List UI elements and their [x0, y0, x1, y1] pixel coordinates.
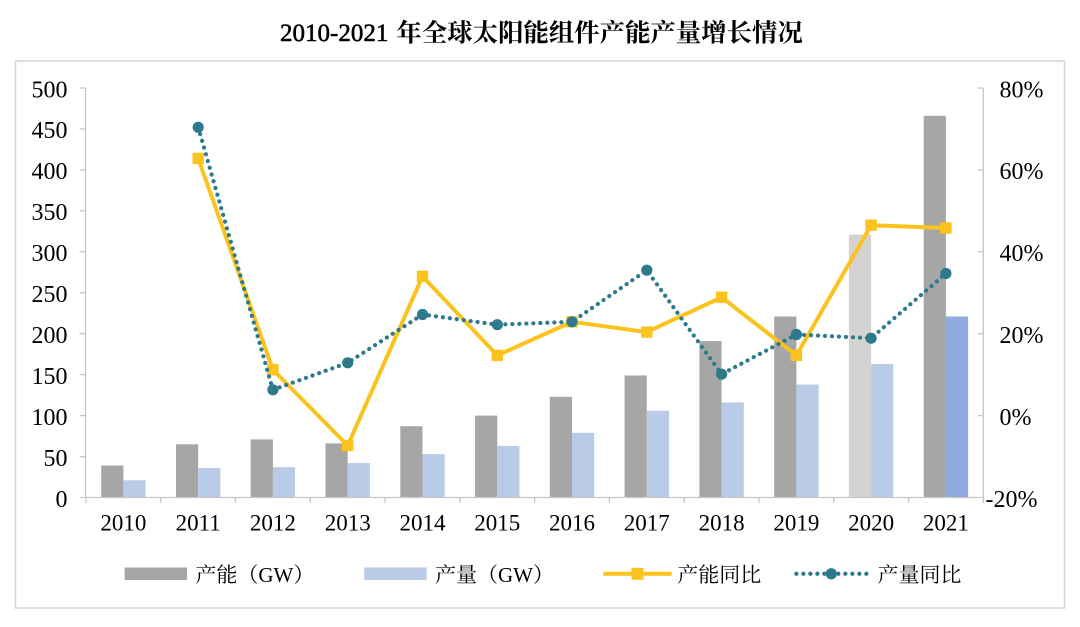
- svg-text:150: 150: [32, 364, 68, 390]
- svg-text:250: 250: [32, 282, 68, 308]
- svg-text:50: 50: [44, 446, 68, 472]
- svg-text:2021: 2021: [923, 511, 969, 536]
- svg-text:20%: 20%: [1000, 323, 1044, 349]
- svg-text:300: 300: [32, 241, 68, 267]
- svg-text:2020: 2020: [848, 511, 894, 536]
- svg-text:2015: 2015: [474, 511, 520, 536]
- svg-text:350: 350: [32, 200, 68, 226]
- svg-text:200: 200: [32, 323, 68, 349]
- svg-text:2012: 2012: [250, 511, 296, 536]
- svg-text:0: 0: [56, 487, 68, 513]
- svg-text:2011: 2011: [176, 511, 221, 536]
- svg-text:40%: 40%: [1000, 241, 1044, 267]
- svg-text:2018: 2018: [699, 511, 745, 536]
- svg-text:GW: GW: [498, 563, 533, 587]
- svg-text:2016: 2016: [549, 511, 595, 536]
- svg-text:GW: GW: [258, 563, 293, 587]
- svg-text:100: 100: [32, 405, 68, 431]
- svg-text:60%: 60%: [1000, 159, 1044, 185]
- svg-text:0%: 0%: [1000, 405, 1032, 431]
- svg-text:2017: 2017: [624, 511, 670, 536]
- svg-text:2010-2021: 2010-2021: [280, 20, 388, 47]
- svg-text:2019: 2019: [773, 511, 819, 536]
- svg-text:80%: 80%: [1000, 77, 1044, 103]
- svg-text:450: 450: [32, 118, 68, 144]
- svg-text:500: 500: [32, 77, 68, 103]
- svg-text:2010: 2010: [100, 511, 146, 536]
- svg-text:400: 400: [32, 159, 68, 185]
- svg-text:2013: 2013: [325, 511, 371, 536]
- svg-text:-20%: -20%: [986, 487, 1038, 513]
- svg-text:2014: 2014: [400, 511, 447, 536]
